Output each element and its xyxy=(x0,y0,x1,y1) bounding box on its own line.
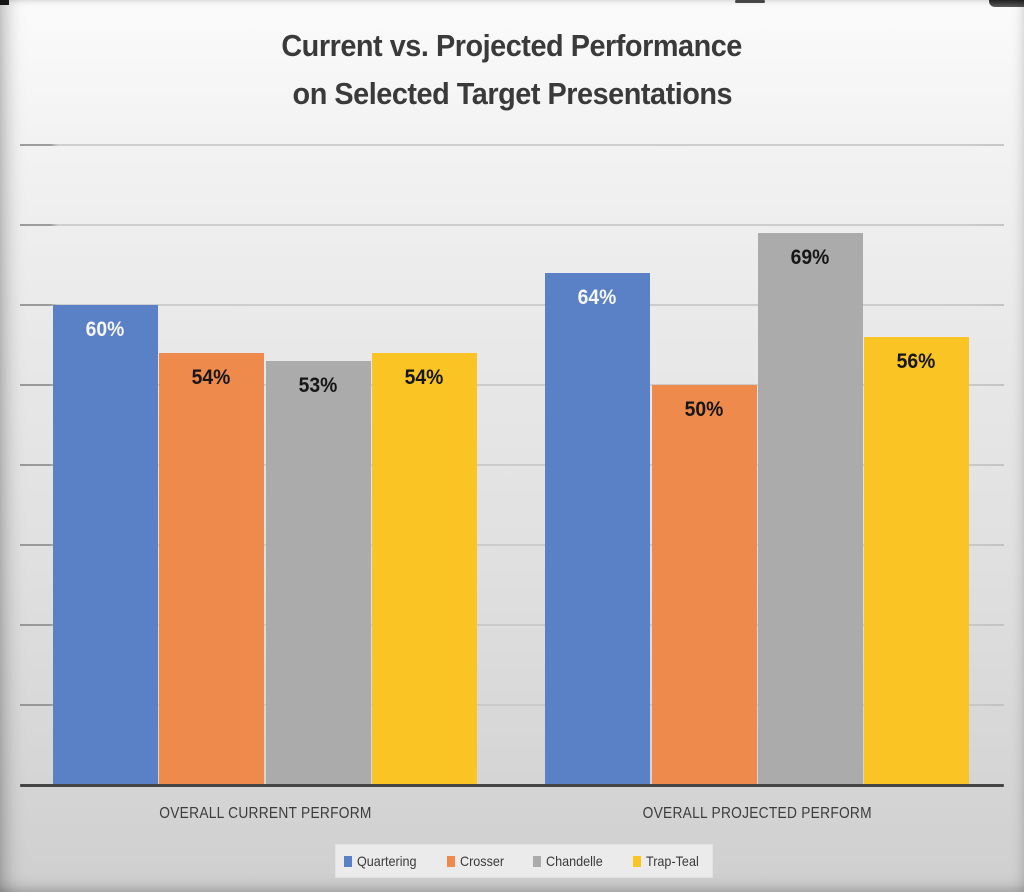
legend-marker-icon xyxy=(446,855,455,867)
gridline-60 xyxy=(20,304,1004,306)
chart-title-line1: Current vs. Projected Performance xyxy=(281,28,743,63)
legend-label: Trap-Teal xyxy=(645,853,699,869)
bar-chandelle-current: 53% xyxy=(266,361,371,785)
gridline-80 xyxy=(20,144,1004,146)
gridline-30 xyxy=(20,544,1004,546)
legend-label: Crosser xyxy=(459,853,504,869)
bar-value-label: 69% xyxy=(791,246,830,269)
chart-title: Current vs. Projected Performance on Sel… xyxy=(0,22,1024,118)
legend-item-chandelle: Chandelle xyxy=(532,853,609,869)
scan-artifact-top-left xyxy=(0,0,9,5)
x-axis-line xyxy=(20,784,1004,787)
bar-value-label: 60% xyxy=(86,318,125,341)
bar-value-label: 50% xyxy=(685,398,724,421)
bar-crosser-current: 54% xyxy=(159,353,264,785)
gridline-20 xyxy=(20,624,1004,626)
legend-marker-icon xyxy=(532,855,541,867)
category-label-projected: OVERALL PROJECTED PERFORM xyxy=(642,805,872,822)
bar-value-label: 53% xyxy=(299,374,338,397)
legend-item-trap-teal: Trap-Teal xyxy=(632,853,705,869)
chart-legend: Quartering Crosser Chandelle Trap-Teal xyxy=(336,845,712,877)
bar-crosser-projected: 50% xyxy=(652,385,757,785)
chart-title-line2: on Selected Target Presentations xyxy=(292,76,732,111)
gridline-10 xyxy=(20,704,1004,706)
gridline-70 xyxy=(20,224,1004,226)
bar-chandelle-projected: 69% xyxy=(758,233,863,785)
bar-quartering-current: 60% xyxy=(53,305,158,785)
legend-label: Quartering xyxy=(356,853,417,869)
bar-quartering-projected: 64% xyxy=(545,273,650,785)
gridline-50 xyxy=(20,384,1004,386)
legend-label: Chandelle xyxy=(545,853,603,869)
category-label-current: OVERALL CURRENT PERFORM xyxy=(158,805,372,822)
bar-value-label: 56% xyxy=(897,350,936,373)
bar-value-label: 54% xyxy=(192,366,231,389)
legend-item-quartering: Quartering xyxy=(343,853,423,869)
bar-value-label: 64% xyxy=(578,286,617,309)
bar-value-label: 54% xyxy=(405,366,444,389)
legend-marker-icon xyxy=(343,855,352,867)
bar-trap-teal-current: 54% xyxy=(372,353,477,785)
gridline-40 xyxy=(20,464,1004,466)
bar-trap-teal-projected: 56% xyxy=(864,337,969,785)
legend-marker-icon xyxy=(632,855,641,867)
legend-item-crosser: Crosser xyxy=(446,853,509,869)
scan-artifact-top-dash xyxy=(735,0,765,3)
scan-artifact-top-right xyxy=(989,0,1024,7)
